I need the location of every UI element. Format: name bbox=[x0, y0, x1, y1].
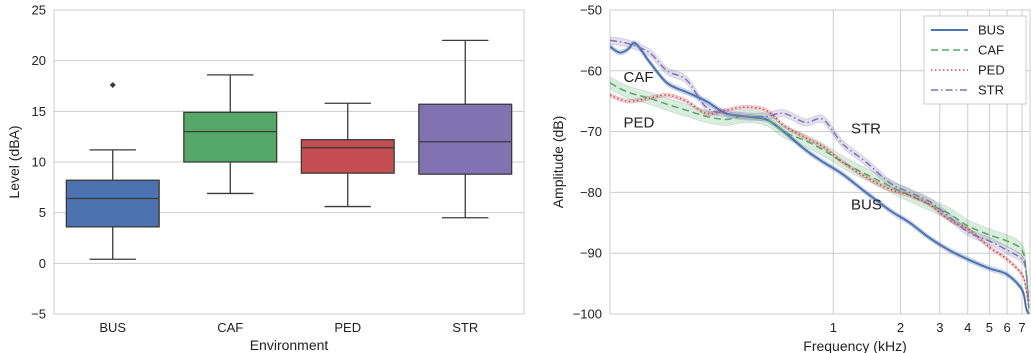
spectrum-x-tick-label: 4 bbox=[964, 320, 971, 335]
spectrum-x-tick-label: 3 bbox=[936, 320, 943, 335]
box-str bbox=[418, 39, 513, 219]
box-iqr bbox=[418, 103, 513, 175]
box-caf bbox=[183, 74, 278, 195]
annotation-str: STR bbox=[851, 121, 881, 138]
band-bus bbox=[610, 40, 1030, 314]
line-caf bbox=[610, 82, 1030, 308]
boxplot-y-tick-label: 15 bbox=[32, 104, 46, 119]
annotation-caf: CAF bbox=[624, 69, 654, 86]
boxplot-x-tick-label: BUS bbox=[99, 320, 126, 335]
spectrum-y-axis-label: Amplitude (dB) bbox=[550, 116, 566, 209]
spectrum-x-axis-label: Frequency (kHz) bbox=[803, 338, 906, 353]
spectrum-x-tick-label: 2 bbox=[897, 320, 904, 335]
boxplot-x-tick-label: CAF bbox=[217, 320, 243, 335]
spectrum-x-tick-label: 6 bbox=[1003, 320, 1010, 335]
box-iqr bbox=[300, 139, 395, 174]
line-bus bbox=[610, 42, 1030, 314]
legend-label-bus: BUS bbox=[978, 23, 1005, 38]
spectrum-legend: BUS CAF PED STR bbox=[923, 15, 1027, 105]
spectrum-y-tick-label: −50 bbox=[580, 3, 602, 18]
box-outlier bbox=[109, 81, 116, 88]
boxplot-y-tick-label: 10 bbox=[32, 155, 46, 170]
line-ped bbox=[610, 94, 1030, 309]
box-ped bbox=[300, 102, 395, 208]
band-ped bbox=[610, 92, 1030, 310]
boxplot-x-tick-labels: BUS CAF PED STR bbox=[99, 320, 478, 335]
boxplot-y-tick-labels: −5 0 5 10 15 20 25 bbox=[31, 3, 46, 322]
spectrum-y-tick-label: −80 bbox=[580, 185, 602, 200]
boxplot-y-tick-label: 20 bbox=[32, 53, 46, 68]
spectrum-x-tick-label: 5 bbox=[986, 320, 993, 335]
spectrum-y-tick-labels: −100 −90 −80 −70 −60 −50 bbox=[573, 3, 602, 322]
boxplot-y-tick-label: 25 bbox=[32, 3, 46, 18]
boxplot-y-tick-label: 0 bbox=[39, 256, 46, 271]
box-bus bbox=[65, 81, 160, 260]
spectrum-x-tick-label: 1 bbox=[830, 320, 837, 335]
spectrum-series-lines bbox=[610, 39, 1030, 314]
spectrum-x-tick-label: 7 bbox=[1018, 320, 1025, 335]
level-boxplot-chart: −5 0 5 10 15 20 25 BUS CAF PED STR Environment Le… bbox=[6, 3, 525, 353]
legend-label-caf: CAF bbox=[978, 43, 1004, 58]
annotation-bus: BUS bbox=[851, 197, 882, 214]
box-iqr bbox=[65, 179, 160, 228]
spectrum-y-tick-label: −70 bbox=[580, 124, 602, 139]
spectrum-y-tick-label: −90 bbox=[580, 246, 602, 261]
boxplot-y-tick-label: −5 bbox=[31, 307, 46, 322]
boxplot-y-axis-label: Level (dBA) bbox=[6, 125, 22, 198]
boxplot-y-tick-label: 5 bbox=[39, 205, 46, 220]
boxplot-x-tick-label: PED bbox=[334, 320, 361, 335]
boxplot-x-tick-label: STR bbox=[452, 320, 478, 335]
box-iqr bbox=[183, 111, 278, 163]
spectrum-y-tick-label: −60 bbox=[580, 63, 602, 78]
boxplot-x-axis-label: Environment bbox=[250, 337, 329, 353]
line-str bbox=[610, 39, 1030, 302]
boxplot-gridlines bbox=[54, 9, 524, 315]
spectrum-annotations: CAF PED STR BUS bbox=[624, 69, 882, 214]
legend-label-str: STR bbox=[978, 83, 1004, 98]
legend-label-ped: PED bbox=[978, 63, 1005, 78]
annotation-ped: PED bbox=[624, 114, 655, 131]
boxplot-boxes bbox=[65, 39, 513, 260]
spectrum-y-tick-label: −100 bbox=[573, 307, 602, 322]
band-caf bbox=[610, 76, 1030, 314]
